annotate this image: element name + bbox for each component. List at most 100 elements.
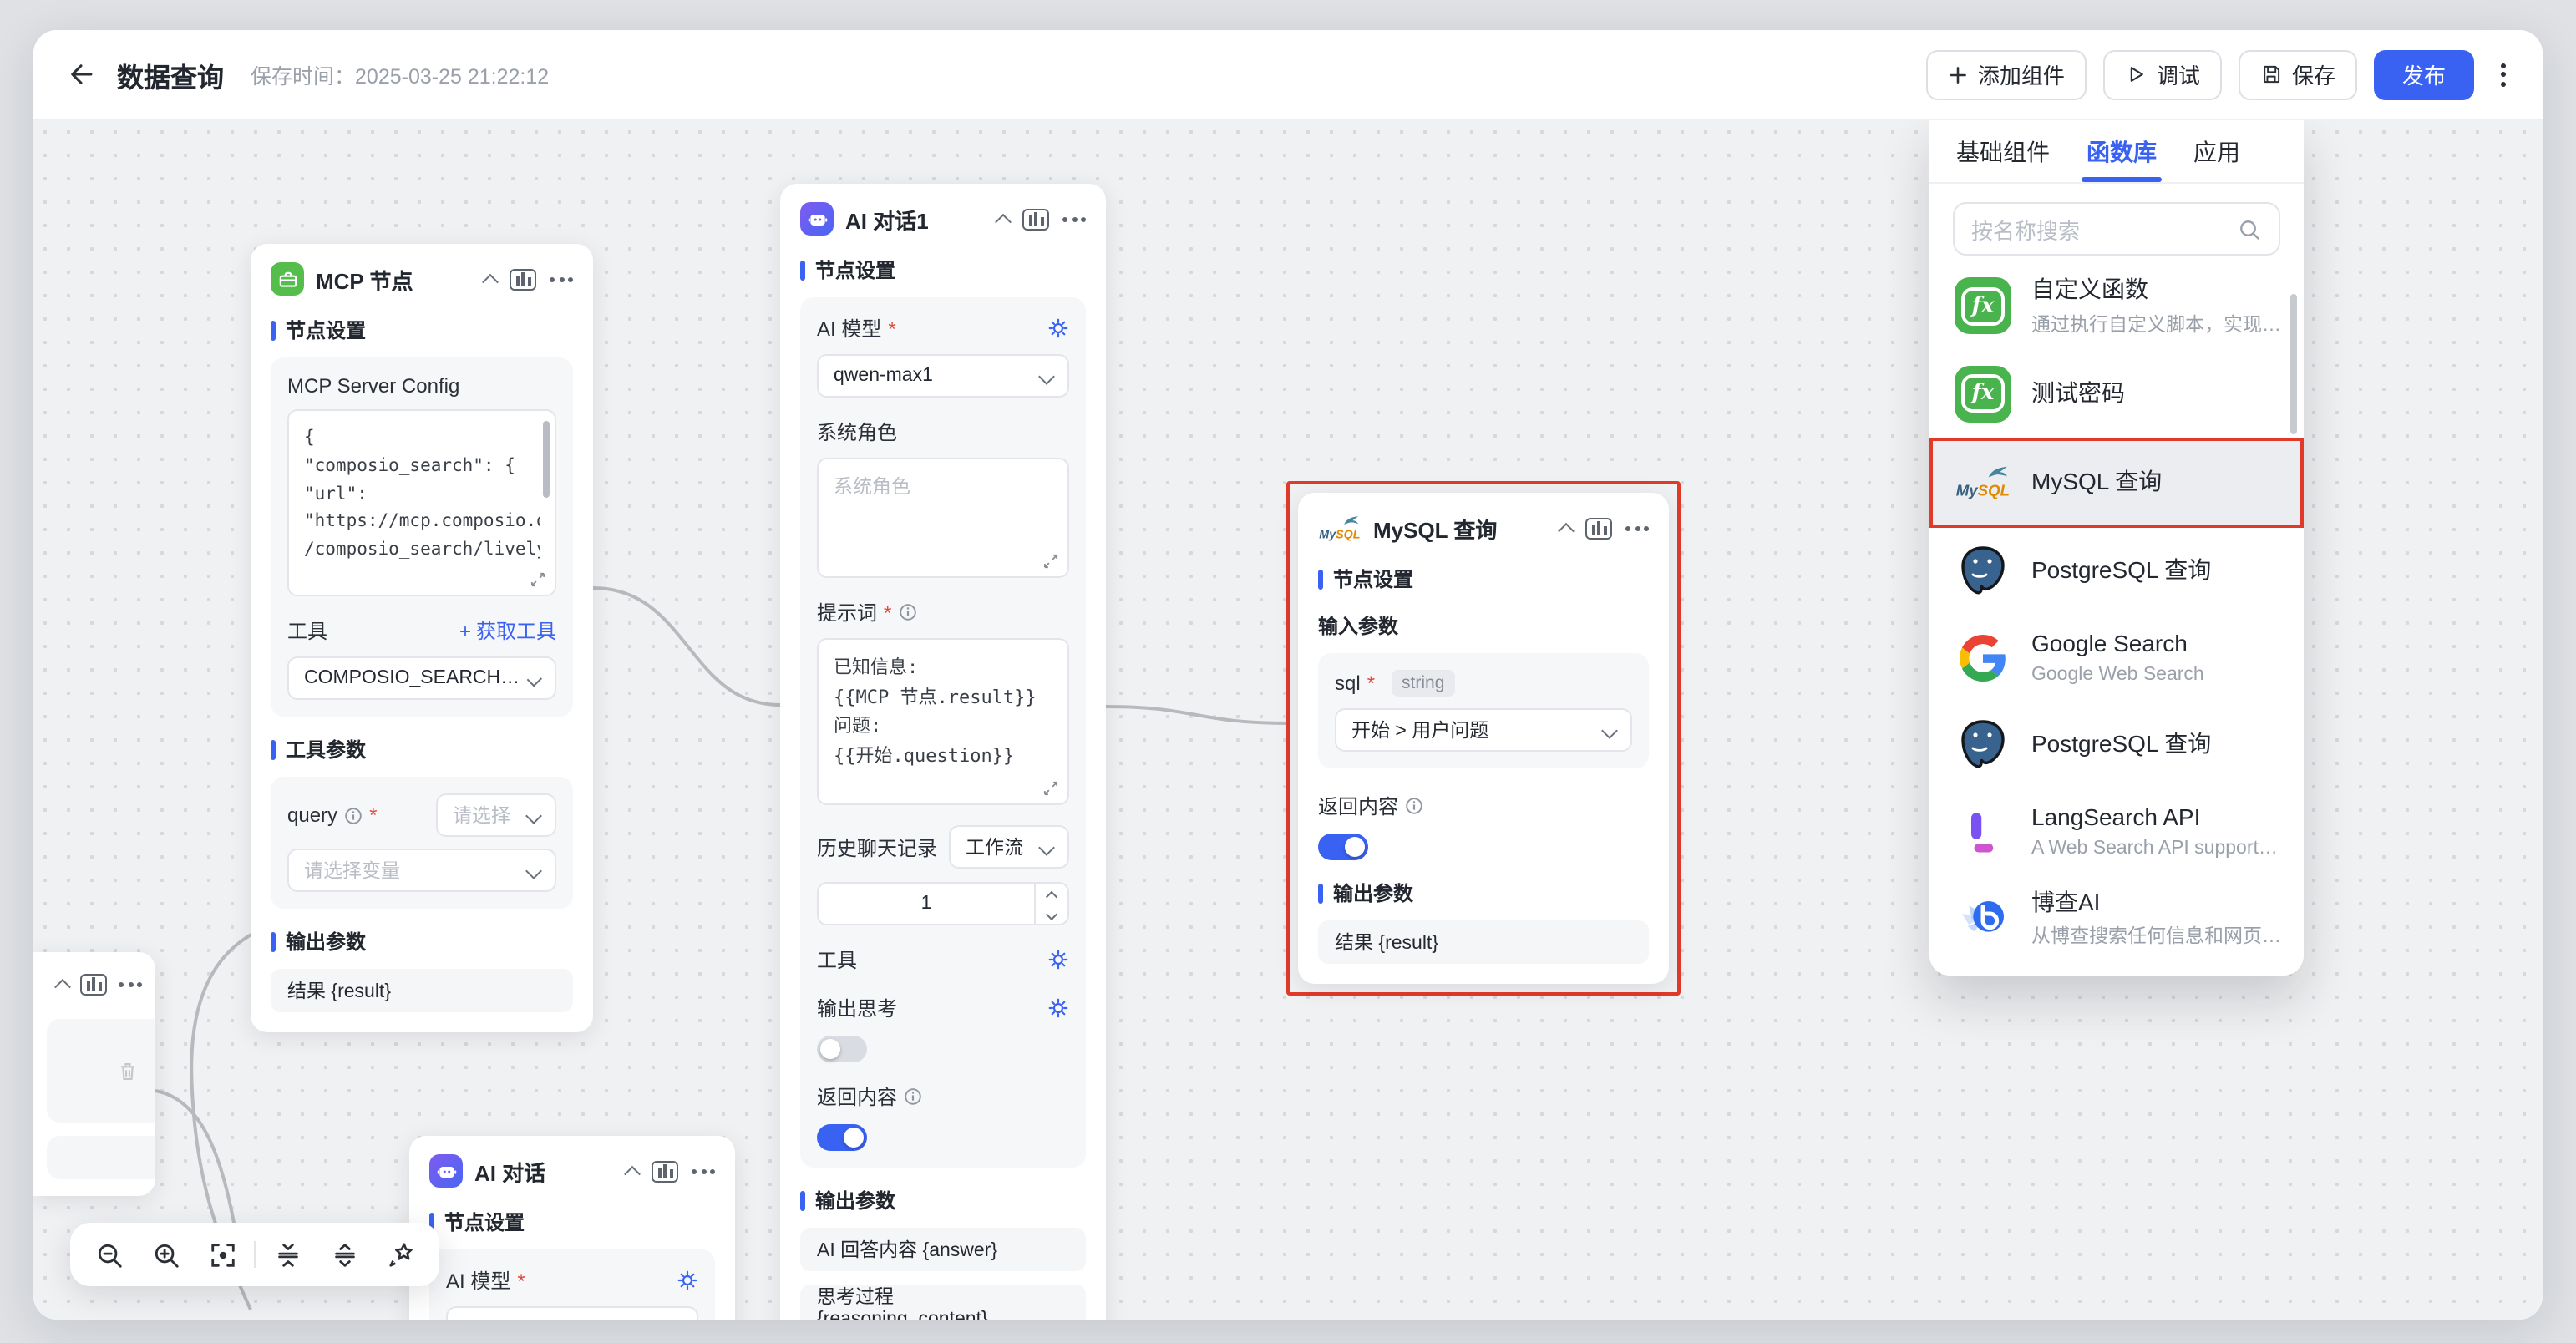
app-window: 数据查询 保存时间：2025-03-25 21:22:12 添加组件 调试 保存… [33,30,2543,1320]
node-header[interactable]: AI 对话1 [800,200,1086,237]
mcp-config-editor[interactable]: { "composio_search": { "url": "https://m… [287,409,556,596]
tools-label: 工具 [817,949,858,972]
system-role-textarea[interactable]: 系统角色 [817,458,1069,578]
mysql-node-highlight: MySQL MySQL 查询 节点设置 输入参数 sql * string [1286,481,1681,996]
list-item-bocha-ai[interactable]: 博查AI 从博查搜索任何信息和网页URL [1929,874,2304,962]
tab-applications[interactable]: 应用 [2193,138,2240,165]
fit-view-icon[interactable] [194,1223,251,1286]
model-select[interactable]: qwen-max [446,1306,698,1320]
gear-icon[interactable] [1047,997,1069,1019]
collapse-icon[interactable] [995,212,1012,230]
output-thinking-toggle[interactable] [817,1036,867,1062]
play-icon [2130,67,2143,82]
node-ai-chat-2[interactable]: AI 对话 节点设置 AI 模型* qwen-max [409,1136,735,1320]
tab-function-library[interactable]: 函数库 [2082,120,2162,182]
zoom-out-icon[interactable] [80,1223,137,1286]
top-bar: 数据查询 保存时间：2025-03-25 21:22:12 添加组件 调试 保存… [33,30,2543,120]
run-result-icon[interactable] [1585,517,1612,539]
node-more-icon[interactable] [550,276,573,281]
collapse-vertical-icon[interactable] [259,1223,316,1286]
history-rounds-stepper[interactable]: 1 [817,882,1069,925]
list-item-postgresql-query[interactable]: PostgreSQL 查询 [1929,527,2304,614]
chevron-down-icon [527,671,543,686]
run-result-icon[interactable] [80,973,107,995]
publish-button[interactable]: 发布 [2373,49,2474,99]
chevron-down-icon [525,862,542,879]
stepper-down-icon[interactable] [1036,904,1067,924]
debug-button[interactable]: 调试 [2102,49,2222,99]
node-header[interactable]: MCP 节点 [271,261,573,297]
ai-chat-node-icon [800,202,834,236]
expand-vertical-icon[interactable] [316,1223,373,1286]
list-item-custom-function[interactable]: fx 自定义函数 通过执行自定义脚本，实现数据处理 [1929,262,2304,350]
search-input[interactable]: 按名称搜索 [1953,202,2280,256]
sql-variable-select[interactable]: 开始 > 用户问题 [1335,708,1632,752]
tool-select[interactable]: COMPOSIO_SEARCH_SEARCH [287,656,556,700]
list-item-langsearch-api[interactable]: LangSearch API A Web Search API supporti… [1929,788,2304,874]
search-icon [2240,220,2259,239]
query-param-label: query * [287,803,378,827]
run-result-icon[interactable] [652,1160,678,1182]
list-item-mysql-query[interactable]: MySQL MySQL 查询 [1929,437,2304,527]
list-item-test-password[interactable]: fx 测试密码 [1929,350,2304,437]
tool-params-box: query * 请选择 请选择变量 [271,777,573,909]
node-ai-chat-1[interactable]: AI 对话1 节点设置 AI 模型 * qwen-max1 [780,184,1106,1320]
gear-icon[interactable] [677,1270,698,1291]
fragment-field [47,1019,155,1123]
run-result-icon[interactable] [1022,208,1049,230]
collapse-icon[interactable] [482,272,499,290]
gear-icon[interactable] [1047,949,1069,971]
stepper-up-icon[interactable] [1036,884,1067,904]
node-more-icon[interactable] [1625,525,1649,530]
optimize-icon[interactable] [373,1223,429,1286]
zoom-in-icon[interactable] [137,1223,194,1286]
system-role-label: 系统角色 [817,421,898,444]
chevron-down-icon [525,807,542,824]
section-node-settings: 节点设置 [429,1208,715,1236]
save-button[interactable]: 保存 [2238,49,2357,99]
info-icon [345,807,362,824]
expand-icon[interactable] [1042,780,1059,797]
collapse-icon[interactable] [54,977,71,995]
node-title: AI 对话 [474,1160,546,1185]
expand-icon[interactable] [1042,553,1059,570]
more-menu-button[interactable] [2491,63,2516,86]
back-button[interactable] [60,54,100,94]
run-result-icon[interactable] [510,268,536,290]
prompt-textarea[interactable]: 已知信息: {{MCP 节点.result}} 问题: {{开始.questio… [817,638,1069,805]
google-icon [1953,627,2013,687]
expand-icon[interactable] [530,571,546,588]
gear-icon[interactable] [1047,317,1069,339]
scrollbar-thumb[interactable] [543,421,550,498]
tab-basic-components[interactable]: 基础组件 [1956,138,2050,165]
model-select[interactable]: qwen-max1 [817,354,1069,398]
output-thinking-label: 输出思考 [817,997,898,1021]
node-more-icon[interactable] [1062,216,1086,221]
history-label: 历史聊天记录 [817,836,938,859]
get-tools-link[interactable]: + 获取工具 [459,619,556,643]
list-item-google-search[interactable]: Google Search Google Web Search [1929,614,2304,701]
return-content-toggle[interactable] [1318,834,1368,860]
node-fragment[interactable] [33,952,155,1196]
query-type-select[interactable]: 请选择 [436,793,556,837]
panel-scrollbar-thumb[interactable] [2290,294,2297,434]
mcp-settings-box: MCP Server Config { "composio_search": {… [271,357,573,717]
node-header[interactable]: MySQL MySQL 查询 [1318,509,1649,546]
add-component-button[interactable]: 添加组件 [1925,49,2087,99]
node-mcp[interactable]: MCP 节点 节点设置 MCP Server Config { "composi… [251,244,593,1032]
prompt-label: 提示词 * [817,598,1069,626]
return-content-label: 返回内容 [1318,792,1649,820]
node-header[interactable]: AI 对话 [429,1153,715,1189]
node-more-icon[interactable] [119,981,142,986]
component-library-panel: 基础组件 函数库 应用 按名称搜索 fx 自定义函数 通过执行自定义脚本，实现数… [1929,120,2304,976]
query-variable-select[interactable]: 请选择变量 [287,849,556,892]
type-badge: string [1392,670,1455,697]
list-item-postgresql-query-2[interactable]: PostgreSQL 查询 [1929,701,2304,788]
node-mysql-query[interactable]: MySQL MySQL 查询 节点设置 输入参数 sql * string [1298,493,1669,984]
trash-icon[interactable] [117,1060,139,1082]
collapse-icon[interactable] [624,1164,641,1182]
return-content-toggle[interactable] [817,1124,867,1151]
node-more-icon[interactable] [692,1168,715,1173]
history-select[interactable]: 工作流 [949,825,1069,869]
collapse-icon[interactable] [1558,521,1575,539]
